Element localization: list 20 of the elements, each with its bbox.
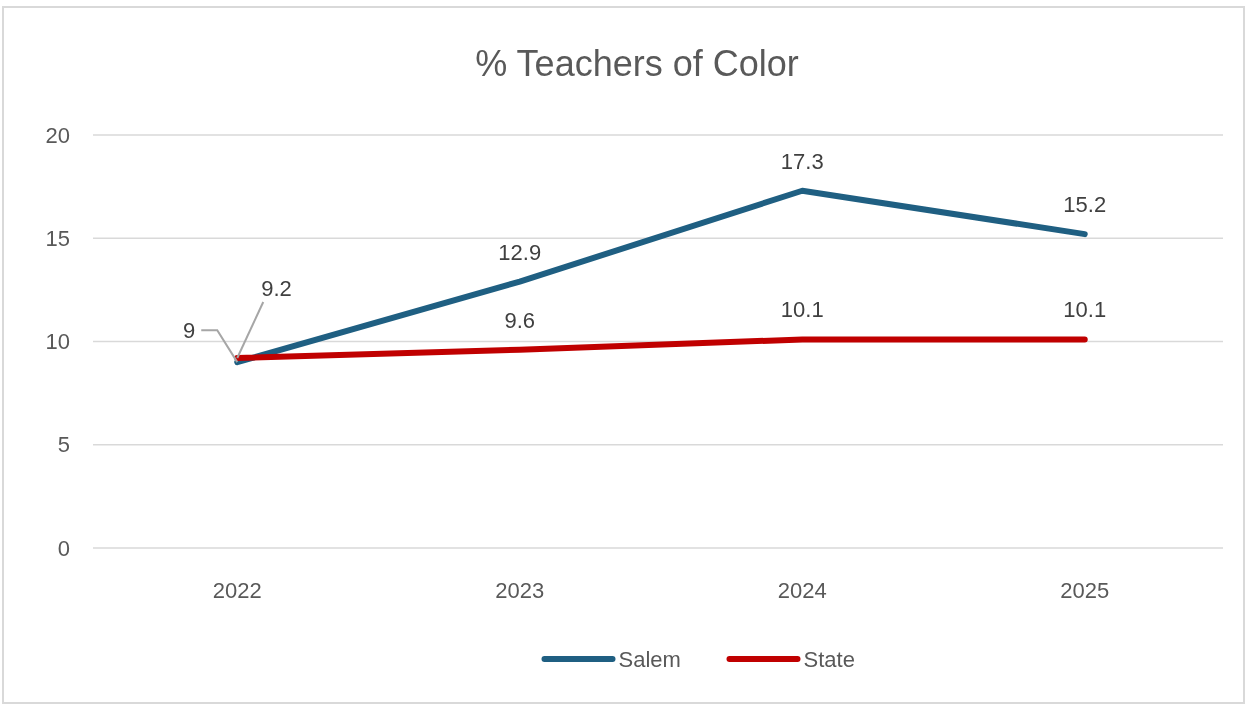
y-tick-label: 10 (45, 329, 70, 355)
data-label: 10.1 (1063, 297, 1107, 323)
legend-label: State (803, 647, 855, 672)
y-tick-label: 5 (57, 432, 70, 458)
x-tick-label: 2022 (212, 578, 262, 603)
legend-label: Salem (618, 647, 681, 672)
data-label: 9.6 (504, 307, 536, 333)
y-tick-label: 15 (45, 225, 70, 251)
y-tick-label: 20 (45, 122, 70, 148)
data-label: 9.2 (261, 276, 292, 302)
y-tick-label: 0 (57, 535, 70, 561)
data-label: 15.2 (1063, 192, 1107, 218)
data-label: 10.1 (780, 297, 824, 323)
x-tick-label: 2025 (1060, 578, 1110, 603)
data-label: 17.3 (780, 148, 824, 174)
x-tick-label: 2024 (777, 578, 827, 603)
data-label: 12.9 (498, 239, 542, 265)
x-tick-label: 2023 (495, 578, 545, 603)
data-label: 9 (183, 318, 196, 344)
chart-title: % Teachers of Color (475, 43, 799, 84)
